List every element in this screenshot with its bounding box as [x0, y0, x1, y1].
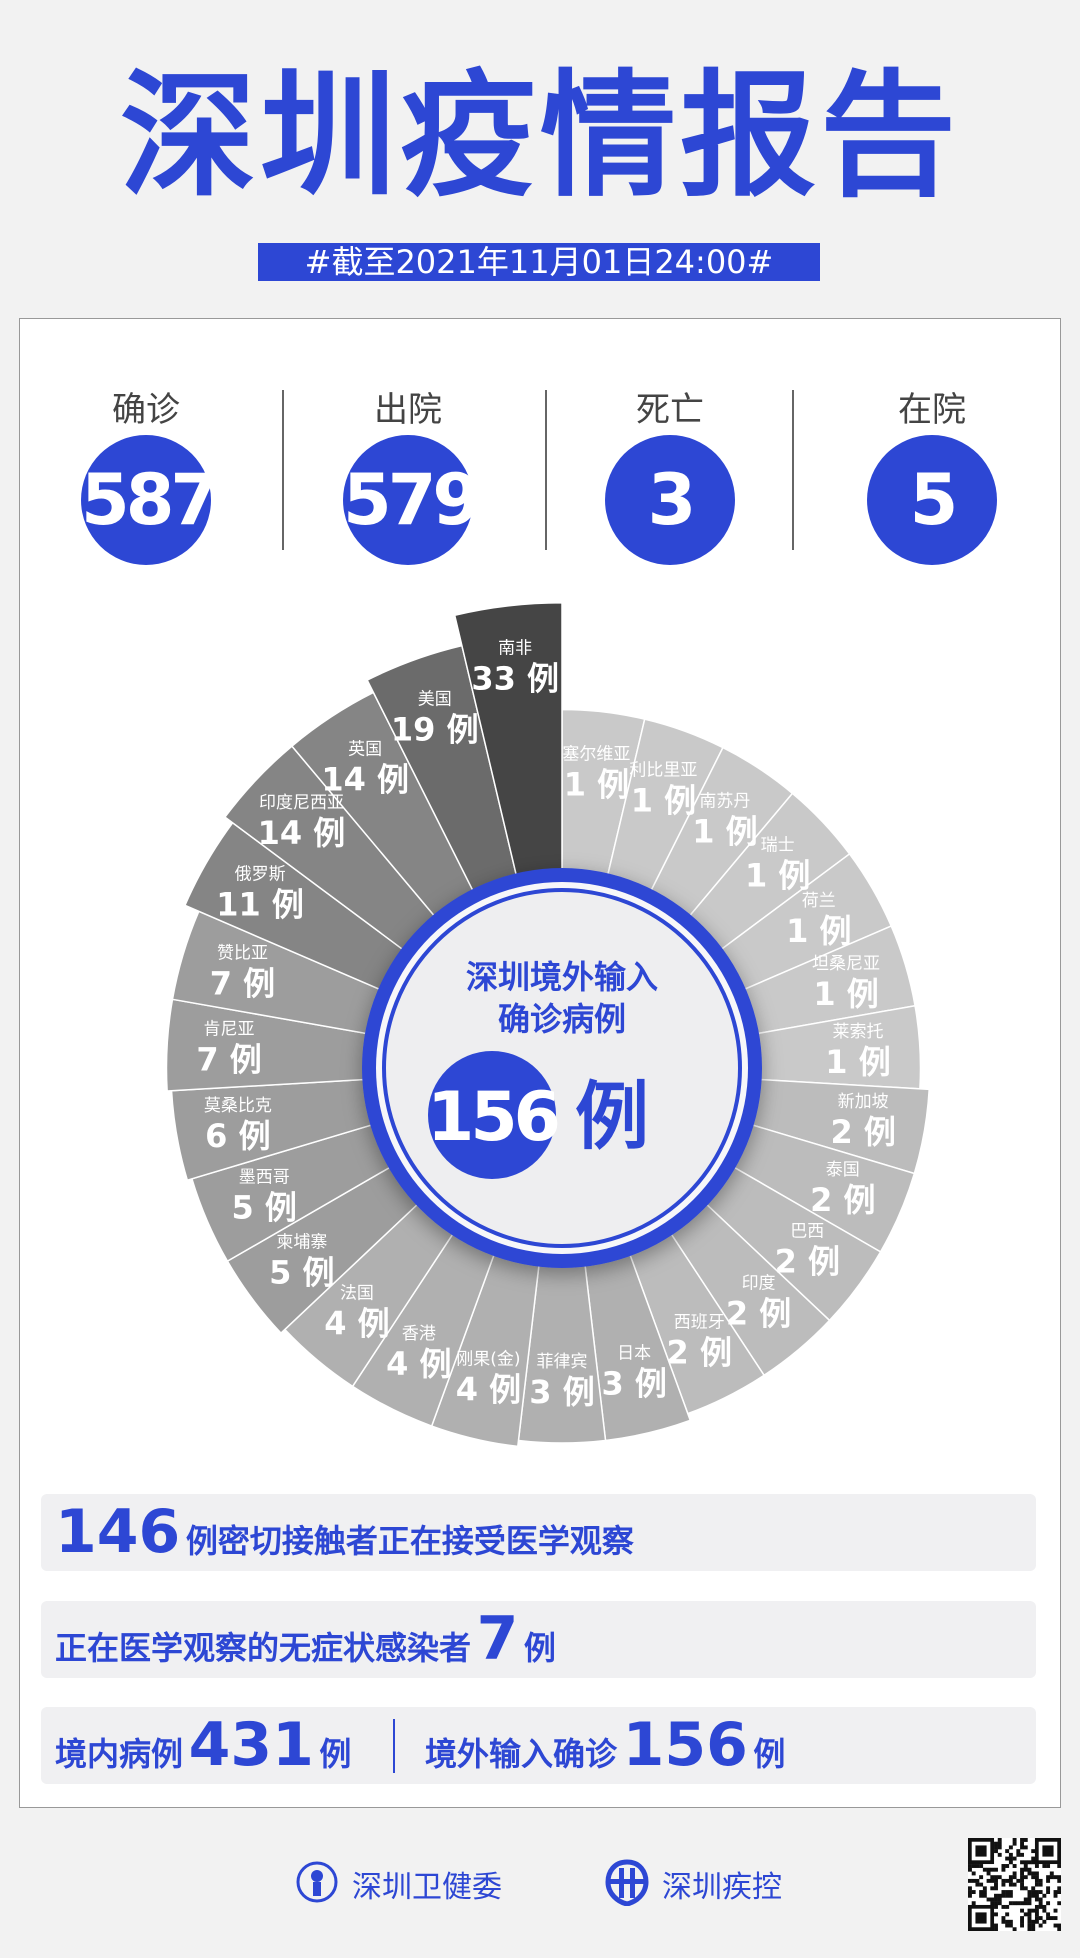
- cases-breakdown-box: 境内病例 431 例 境外输入确诊 156 例: [41, 1707, 1036, 1784]
- cdc-logo-icon: [605, 1859, 649, 1906]
- asymptomatic-unit: 例: [523, 1629, 556, 1667]
- wedge-label-value: 11 例: [216, 886, 304, 924]
- qr-code-icon[interactable]: [968, 1838, 1061, 1931]
- wedge-label-value: 3 例: [601, 1365, 666, 1403]
- contacts-value: 146: [55, 1497, 181, 1567]
- wedge-label-value: 1 例: [631, 781, 696, 819]
- imported-value: 156: [622, 1710, 748, 1780]
- wedge-label-name: 俄罗斯: [235, 865, 286, 885]
- wedge-label-name: 南非: [498, 638, 532, 658]
- footer-org-health-commission: 深圳卫健委: [352, 1870, 502, 1905]
- wedge-label-name: 巴西: [790, 1222, 824, 1242]
- center-total-circle: [428, 1051, 556, 1179]
- stat-value-discharged: 579: [343, 435, 481, 565]
- center-title-line2: 确诊病例: [498, 1000, 626, 1038]
- wedge-label-value: 33 例: [471, 659, 559, 697]
- wedge-label-value: 14 例: [321, 761, 409, 799]
- wedge-label-name: 荷兰: [802, 891, 836, 911]
- stat-label-deaths: 死亡: [636, 390, 704, 430]
- stat-value-confirmed: 587: [81, 435, 219, 565]
- contacts-text: 例密切接触者正在接受医学观察: [185, 1522, 634, 1560]
- center-total: 156: [427, 1078, 558, 1157]
- wedge-label-name: 利比里亚: [629, 760, 697, 780]
- divider: [792, 390, 794, 550]
- divider: [282, 390, 284, 550]
- divider: [393, 1719, 395, 1773]
- wedge-label-value: 2 例: [775, 1243, 840, 1281]
- stat-label-confirmed: 确诊: [112, 390, 180, 430]
- wedge-label-value: 2 例: [810, 1181, 875, 1219]
- date-banner: #截至2021年11月01日24:00#: [258, 243, 820, 281]
- wedge-label-name: 香港: [402, 1324, 436, 1344]
- center-disc: [382, 888, 742, 1248]
- health-commission-logo-icon: [296, 1861, 338, 1903]
- wedge-label-value: 5 例: [232, 1188, 297, 1226]
- wedge-label-name: 坦桑尼亚: [812, 954, 880, 974]
- wedge-label-value: 1 例: [692, 812, 757, 850]
- wedge-label-name: 法国: [340, 1283, 374, 1303]
- wedge-label-name: 肯尼亚: [204, 1020, 255, 1040]
- wedge-label-name: 南苏丹: [699, 791, 750, 811]
- local-value: 431: [188, 1710, 314, 1780]
- stat-label-hospitalized: 在院: [898, 390, 966, 430]
- wedge-label-value: 14 例: [258, 814, 346, 852]
- wedge-label-name: 莫桑比克: [204, 1096, 272, 1116]
- wedge-label-name: 塞尔维亚: [562, 745, 630, 765]
- local-text: 境内病例: [55, 1735, 184, 1773]
- imported-unit: 例: [753, 1735, 786, 1773]
- wedge-label-value: 5 例: [269, 1254, 334, 1292]
- wedge-label-name: 美国: [418, 689, 452, 709]
- wedge-label-value: 1 例: [825, 1043, 890, 1081]
- wedge-label-name: 柬埔寨: [276, 1233, 327, 1253]
- wedge-label-name: 新加坡: [838, 1092, 889, 1112]
- wedge-label-value: 1 例: [786, 912, 851, 950]
- wedge-label-value: 6 例: [205, 1117, 270, 1155]
- wedge-label-name: 英国: [348, 740, 382, 760]
- wedge-label-value: 7 例: [196, 1041, 261, 1079]
- page-title: 深圳疫情报告: [120, 58, 960, 216]
- wedge-label-value: 4 例: [456, 1370, 521, 1408]
- wedge-label-name: 印度: [742, 1273, 776, 1293]
- stat-value-deaths: 3: [605, 435, 735, 565]
- wedge-label-name: 赞比亚: [217, 943, 268, 963]
- center-unit: 例: [575, 1074, 649, 1160]
- local-unit: 例: [319, 1735, 352, 1773]
- wedge-label-name: 泰国: [826, 1160, 860, 1180]
- asymptomatic-text: 正在医学观察的无症状感染者: [55, 1629, 472, 1667]
- wedge-label-value: 1 例: [564, 766, 629, 804]
- wedge-label-name: 墨西哥: [239, 1167, 290, 1187]
- footer-org-cdc: 深圳疾控: [662, 1870, 782, 1905]
- wedge-label-name: 菲律宾: [537, 1352, 588, 1372]
- stat-value-hospitalized: 5: [867, 435, 997, 565]
- wedge-label-name: 刚果(金): [456, 1349, 520, 1369]
- center-title-line1: 深圳境外输入: [466, 958, 658, 996]
- wedge-label-name: 莱索托: [832, 1022, 883, 1042]
- asymptomatic-box: 正在医学观察的无症状感染者 7 例: [41, 1601, 1036, 1678]
- imported-text: 境外输入确诊: [425, 1735, 618, 1773]
- wedge-label-value: 4 例: [386, 1345, 451, 1383]
- wedge-label-name: 日本: [617, 1344, 651, 1364]
- wedge-label-value: 4 例: [324, 1304, 389, 1342]
- wedge-label-value: 2 例: [667, 1333, 732, 1371]
- wedge-label-value: 2 例: [726, 1294, 791, 1332]
- wedge-label-name: 西班牙: [674, 1312, 725, 1332]
- contacts-box: 146 例密切接触者正在接受医学观察: [41, 1494, 1036, 1571]
- divider: [545, 390, 547, 550]
- wedge-label-value: 1 例: [813, 975, 878, 1013]
- wedge-label-value: 1 例: [745, 857, 810, 895]
- wedge-label-value: 19 例: [391, 710, 479, 748]
- wedge-label-value: 7 例: [210, 964, 275, 1002]
- wedge-label-name: 瑞士: [761, 836, 795, 856]
- stat-label-discharged: 出院: [374, 390, 442, 430]
- wedge-label-value: 2 例: [830, 1113, 895, 1151]
- asymptomatic-value: 7: [476, 1604, 519, 1674]
- wedge-label-value: 3 例: [529, 1373, 594, 1411]
- wedge-label-name: 印度尼西亚: [259, 793, 344, 813]
